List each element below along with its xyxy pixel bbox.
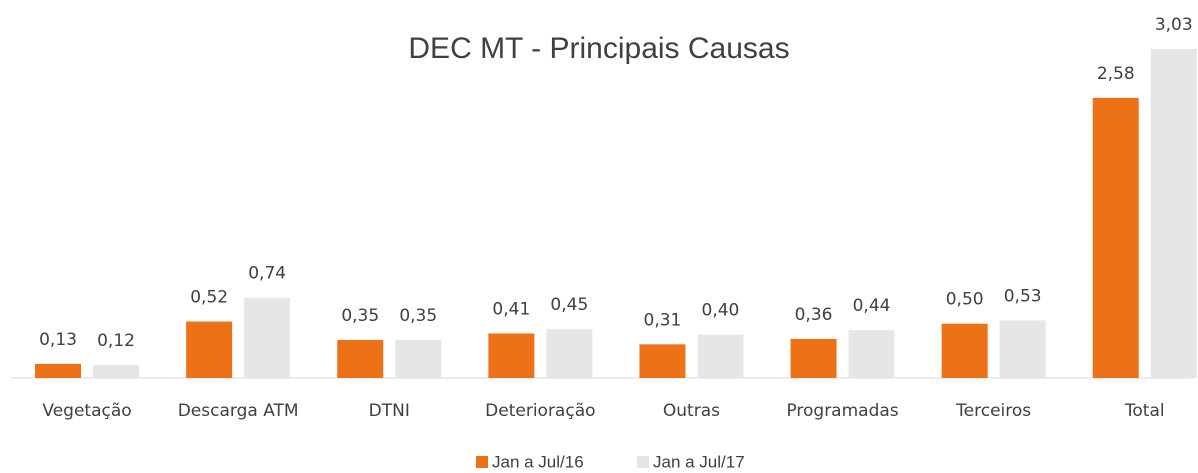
bar [244,297,291,378]
value-label: 2,58 [1097,64,1135,84]
value-label: 0,12 [97,331,135,351]
x-tick-label: Terceiros [955,401,1031,421]
value-label: 0,41 [492,299,530,319]
value-label: 0,52 [190,288,228,308]
value-label: 0,36 [795,305,833,325]
bar [546,329,593,378]
bar [35,363,82,378]
x-tick-label: Total [1124,401,1165,421]
value-label: 0,50 [946,290,984,310]
chart-title: DEC MT - Principais Causas [408,32,789,65]
bar [1092,97,1139,378]
x-tick-label: Descarga ATM [178,401,299,421]
x-tick-label: DTNI [369,401,410,421]
x-tick-label: Vegetação [42,401,131,421]
bar [999,320,1046,378]
value-label: 0,45 [550,295,588,315]
bar [790,338,837,378]
value-label: 3,03 [1155,15,1193,35]
value-label: 0,35 [399,306,437,326]
bar [93,364,140,378]
value-label: 0,44 [853,296,891,316]
value-label: 0,31 [644,310,682,330]
value-label: 0,13 [39,330,77,350]
bar [1150,49,1197,378]
bar [697,334,744,378]
value-label: 0,74 [248,264,286,284]
bar [941,323,988,378]
x-tick-label: Programadas [786,401,898,421]
x-tick-label: Deterioração [485,401,595,421]
value-label: 0,40 [702,301,740,321]
bar [395,339,442,378]
bar [639,344,686,378]
legend-swatch [637,456,649,468]
bar [848,330,895,378]
value-label: 0,35 [341,306,379,326]
bar [186,321,233,378]
x-tick-label: Outras [663,401,720,421]
value-label: 0,53 [1004,286,1042,306]
legend-label: Jan a Jul/16 [492,452,584,471]
legend-label: Jan a Jul/17 [653,452,745,471]
legend-swatch [476,456,488,468]
bar [337,339,384,378]
bar [488,333,535,378]
